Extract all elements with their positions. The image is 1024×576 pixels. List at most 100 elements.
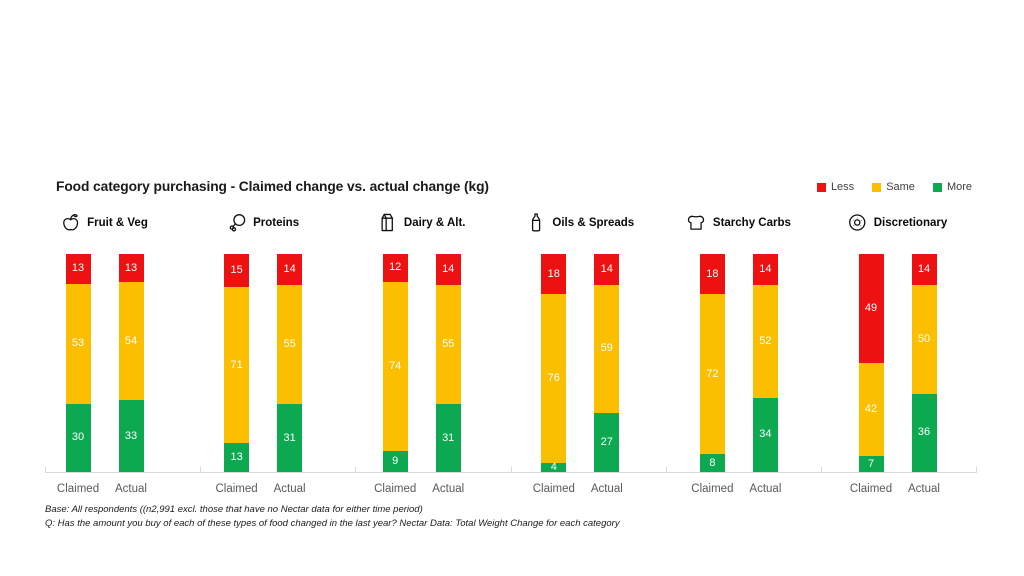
segment-value: 27 bbox=[600, 436, 613, 449]
category-header-discretionary: Discretionary bbox=[847, 212, 948, 233]
legend-label-less: Less bbox=[830, 181, 855, 193]
segment-same: 53 bbox=[65, 283, 91, 404]
axis-label-actual: Actual bbox=[432, 483, 465, 495]
segment-less: 49 bbox=[858, 254, 884, 363]
segment-value: 42 bbox=[864, 403, 878, 416]
legend-label-same: Same bbox=[886, 181, 915, 193]
category-header-fruit-veg: Fruit & Veg bbox=[60, 212, 148, 233]
segment-less: 18 bbox=[541, 254, 567, 295]
segment-more: 13 bbox=[224, 443, 250, 472]
segment-value: 34 bbox=[759, 428, 772, 441]
axis-label-claimed: Claimed bbox=[215, 483, 258, 495]
bar-discretionary-actual: 14 50 36 bbox=[911, 254, 937, 472]
segment-value: 33 bbox=[124, 429, 138, 442]
segment-value: 14 bbox=[600, 262, 613, 275]
segment-value: 55 bbox=[283, 337, 296, 350]
bar-discretionary-claimed: 49 42 7 bbox=[858, 254, 884, 472]
segment-value: 13 bbox=[71, 262, 85, 275]
segment-value: 12 bbox=[389, 261, 402, 274]
segment-value: 30 bbox=[71, 431, 85, 444]
segment-more: 30 bbox=[65, 403, 91, 472]
axis-label-claimed: Claimed bbox=[691, 483, 734, 495]
segment-same: 71 bbox=[224, 287, 250, 444]
segment-more: 33 bbox=[118, 400, 144, 472]
axis-label-claimed: Claimed bbox=[849, 483, 893, 495]
segment-more: 31 bbox=[435, 404, 461, 472]
segment-more: 4 bbox=[541, 461, 567, 474]
bar-starchy-carbs-actual: 14 52 34 bbox=[752, 254, 778, 472]
segment-value: 59 bbox=[600, 342, 613, 355]
category-label: Discretionary bbox=[873, 216, 948, 229]
axis-tick bbox=[976, 467, 977, 473]
segment-value: 52 bbox=[759, 334, 772, 347]
segment-value: 9 bbox=[392, 455, 399, 468]
segment-more: 36 bbox=[911, 393, 937, 472]
segment-same: 59 bbox=[594, 284, 620, 414]
segment-value: 14 bbox=[283, 262, 296, 275]
category-label: Fruit & Veg bbox=[87, 216, 148, 229]
segment-more: 8 bbox=[699, 454, 725, 472]
segment-less: 18 bbox=[699, 254, 725, 295]
segment-same: 74 bbox=[382, 281, 408, 452]
segment-less: 14 bbox=[911, 254, 937, 285]
legend-swatch-less bbox=[816, 182, 826, 192]
category-header-dairy-alt: Dairy & Alt. bbox=[377, 212, 466, 233]
axis-tick bbox=[510, 467, 512, 473]
axis-label-actual: Actual bbox=[749, 483, 782, 495]
segment-value: 14 bbox=[917, 262, 931, 275]
chart-title: Food category purchasing - Claimed chang… bbox=[56, 179, 489, 194]
category-header-proteins: Proteins bbox=[226, 212, 299, 233]
segment-less: 13 bbox=[118, 254, 144, 283]
segment-same: 52 bbox=[752, 284, 778, 398]
category-header-oils-spreads: Oils & Spreads bbox=[525, 212, 634, 233]
milk-carton-icon bbox=[377, 212, 398, 233]
legend: Less Same More bbox=[816, 181, 972, 193]
segment-less: 14 bbox=[594, 254, 620, 285]
segment-same: 76 bbox=[541, 294, 567, 464]
segment-value: 18 bbox=[706, 267, 719, 280]
footnote-base: Base: All respondents ((n2,991 excl. tho… bbox=[45, 504, 423, 515]
segment-value: 74 bbox=[389, 359, 402, 372]
segment-more: 31 bbox=[277, 404, 303, 472]
drumstick-icon bbox=[226, 212, 247, 233]
segment-value: 50 bbox=[917, 332, 931, 345]
segment-less: 14 bbox=[752, 254, 778, 285]
bar-dairy-alt-claimed: 12 74 9 bbox=[382, 254, 408, 472]
segment-value: 15 bbox=[230, 264, 243, 276]
axis-tick bbox=[200, 467, 202, 473]
category-label: Starchy Carbs bbox=[712, 216, 791, 229]
segment-less: 13 bbox=[65, 254, 91, 284]
segment-value: 14 bbox=[442, 262, 455, 275]
segment-more: 9 bbox=[382, 451, 408, 472]
segment-more: 34 bbox=[752, 397, 778, 472]
axis-tick bbox=[45, 467, 46, 473]
segment-same: 55 bbox=[435, 284, 461, 405]
legend-item-same: Same bbox=[872, 181, 915, 193]
bar-oils-spreads-claimed: 18 76 4 bbox=[541, 254, 567, 474]
segment-value: 4 bbox=[550, 461, 557, 474]
segment-value: 76 bbox=[547, 372, 560, 385]
segment-less: 15 bbox=[224, 254, 250, 288]
bar-starchy-carbs-claimed: 18 72 8 bbox=[699, 254, 725, 472]
segment-less: 14 bbox=[435, 254, 461, 285]
apple-icon bbox=[60, 212, 81, 233]
segment-less: 12 bbox=[382, 254, 408, 282]
donut-icon bbox=[847, 212, 868, 233]
axis-label-actual: Actual bbox=[908, 483, 940, 495]
axis-label-claimed: Claimed bbox=[374, 483, 417, 495]
axis-label-actual: Actual bbox=[590, 483, 623, 495]
bar-fruit-veg-actual: 13 54 33 bbox=[118, 254, 144, 472]
axis-tick bbox=[355, 467, 357, 473]
axis-label-claimed: Claimed bbox=[56, 483, 100, 495]
segment-value: 13 bbox=[124, 261, 138, 274]
bar-dairy-alt-actual: 14 55 31 bbox=[435, 254, 461, 472]
axis-tick bbox=[665, 467, 667, 473]
axis-tick bbox=[820, 467, 822, 473]
bar-proteins-claimed: 15 71 13 bbox=[224, 254, 250, 472]
segment-value: 54 bbox=[124, 334, 138, 347]
category-label: Proteins bbox=[253, 216, 300, 229]
bar-proteins-actual: 14 55 31 bbox=[277, 254, 303, 472]
category-label: Dairy & Alt. bbox=[403, 216, 466, 229]
axis-label-actual: Actual bbox=[115, 483, 147, 495]
